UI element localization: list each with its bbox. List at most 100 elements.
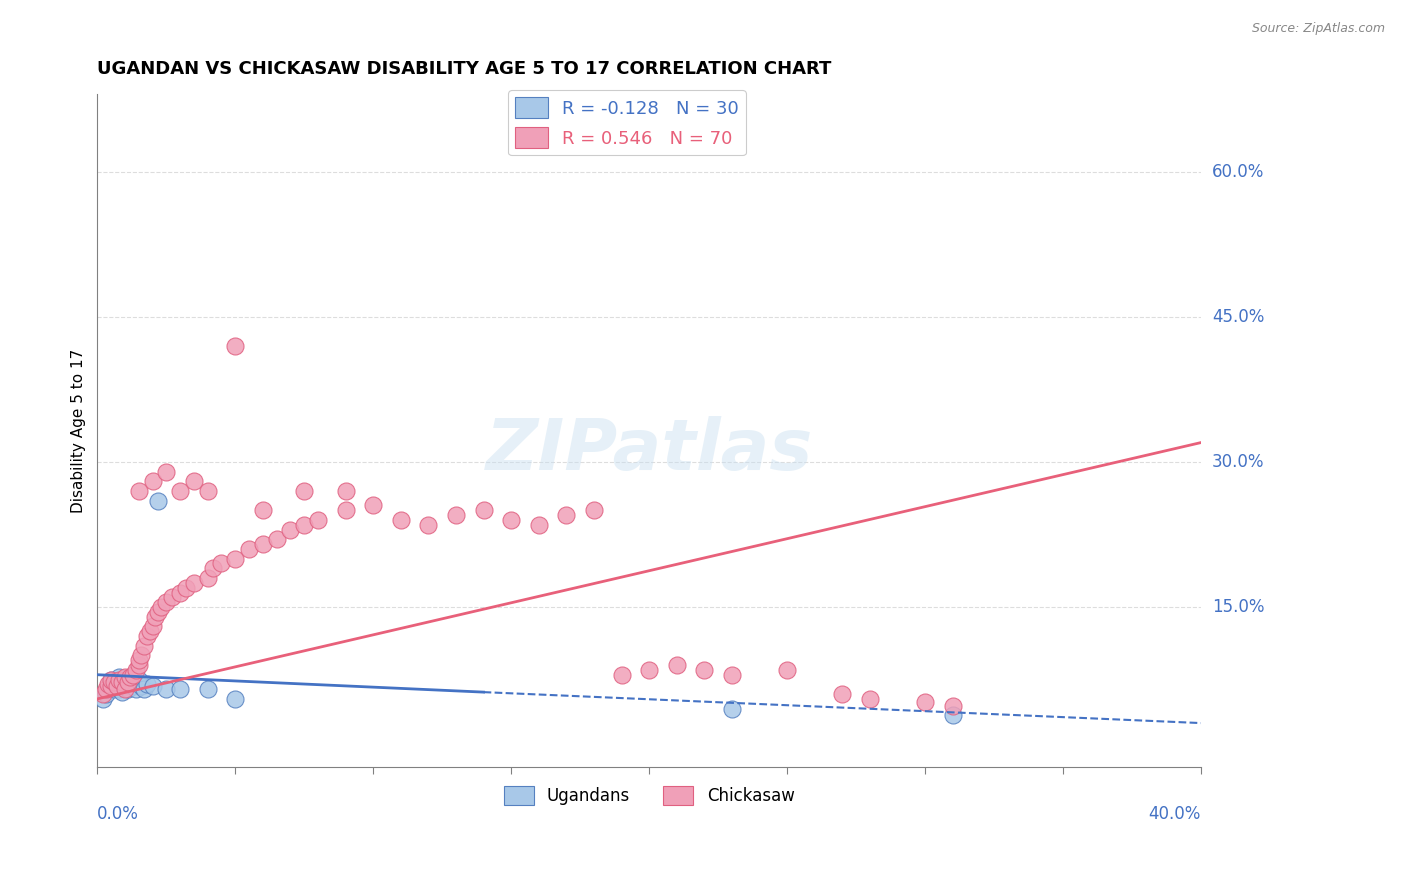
Point <box>114 670 136 684</box>
Point <box>169 682 191 697</box>
Point <box>914 695 936 709</box>
Point <box>444 508 467 523</box>
Point <box>100 677 122 691</box>
Point <box>125 682 148 697</box>
Point <box>238 541 260 556</box>
Point <box>141 619 163 633</box>
Point <box>128 673 150 687</box>
Point <box>94 687 117 701</box>
Point <box>120 670 142 684</box>
Point <box>501 513 523 527</box>
Text: 40.0%: 40.0% <box>1149 805 1201 823</box>
Point <box>149 600 172 615</box>
Point <box>114 679 136 693</box>
Text: 30.0%: 30.0% <box>1212 453 1264 471</box>
Point <box>472 503 495 517</box>
Point <box>211 557 233 571</box>
Point <box>108 682 131 697</box>
Point <box>97 677 120 691</box>
Point <box>136 629 159 643</box>
Point <box>128 483 150 498</box>
Point <box>141 475 163 489</box>
Point <box>555 508 578 523</box>
Point <box>202 561 225 575</box>
Point <box>108 670 131 684</box>
Point <box>169 483 191 498</box>
Point <box>122 679 145 693</box>
Point <box>125 663 148 677</box>
Point <box>117 682 139 697</box>
Point <box>136 677 159 691</box>
Point <box>197 483 219 498</box>
Point <box>252 537 274 551</box>
Point <box>418 517 440 532</box>
Point <box>527 517 550 532</box>
Point <box>105 679 128 693</box>
Text: 45.0%: 45.0% <box>1212 308 1264 326</box>
Point <box>155 465 177 479</box>
Point <box>91 692 114 706</box>
Point <box>100 673 122 687</box>
Legend: Ugandans, Chickasaw: Ugandans, Chickasaw <box>496 780 801 812</box>
Point <box>859 692 882 706</box>
Point <box>134 639 156 653</box>
Point <box>389 513 412 527</box>
Point <box>197 571 219 585</box>
Point <box>197 682 219 697</box>
Point <box>91 687 114 701</box>
Y-axis label: Disability Age 5 to 17: Disability Age 5 to 17 <box>72 349 86 513</box>
Point <box>224 551 246 566</box>
Point <box>721 701 744 715</box>
Text: 0.0%: 0.0% <box>97 805 139 823</box>
Point <box>941 698 963 713</box>
Point <box>335 503 357 517</box>
Point <box>183 475 205 489</box>
Point <box>160 591 183 605</box>
Point <box>292 517 315 532</box>
Point <box>128 658 150 673</box>
Point <box>224 692 246 706</box>
Point <box>111 685 134 699</box>
Point <box>831 687 853 701</box>
Point <box>131 679 153 693</box>
Point <box>155 595 177 609</box>
Point <box>361 499 384 513</box>
Point <box>280 523 302 537</box>
Point <box>139 624 162 639</box>
Point <box>143 609 166 624</box>
Text: 15.0%: 15.0% <box>1212 598 1264 616</box>
Point <box>105 675 128 690</box>
Point <box>122 667 145 681</box>
Point <box>252 503 274 517</box>
Point <box>103 682 125 697</box>
Point <box>941 708 963 723</box>
Point <box>134 682 156 697</box>
Point <box>128 653 150 667</box>
Point <box>776 663 799 677</box>
Point <box>111 675 134 690</box>
Point <box>721 667 744 681</box>
Point <box>141 679 163 693</box>
Point <box>665 658 688 673</box>
Point <box>105 679 128 693</box>
Point <box>117 675 139 690</box>
Point <box>100 673 122 687</box>
Point <box>266 533 288 547</box>
Point <box>146 493 169 508</box>
Point <box>120 677 142 691</box>
Point <box>100 679 122 693</box>
Point <box>169 585 191 599</box>
Point <box>224 339 246 353</box>
Point <box>97 682 120 697</box>
Point <box>183 575 205 590</box>
Point <box>111 677 134 691</box>
Point <box>335 483 357 498</box>
Point <box>582 503 605 517</box>
Point <box>155 682 177 697</box>
Point <box>94 682 117 697</box>
Point <box>307 513 329 527</box>
Text: 60.0%: 60.0% <box>1212 163 1264 181</box>
Point <box>693 663 716 677</box>
Point <box>103 675 125 690</box>
Point <box>131 648 153 663</box>
